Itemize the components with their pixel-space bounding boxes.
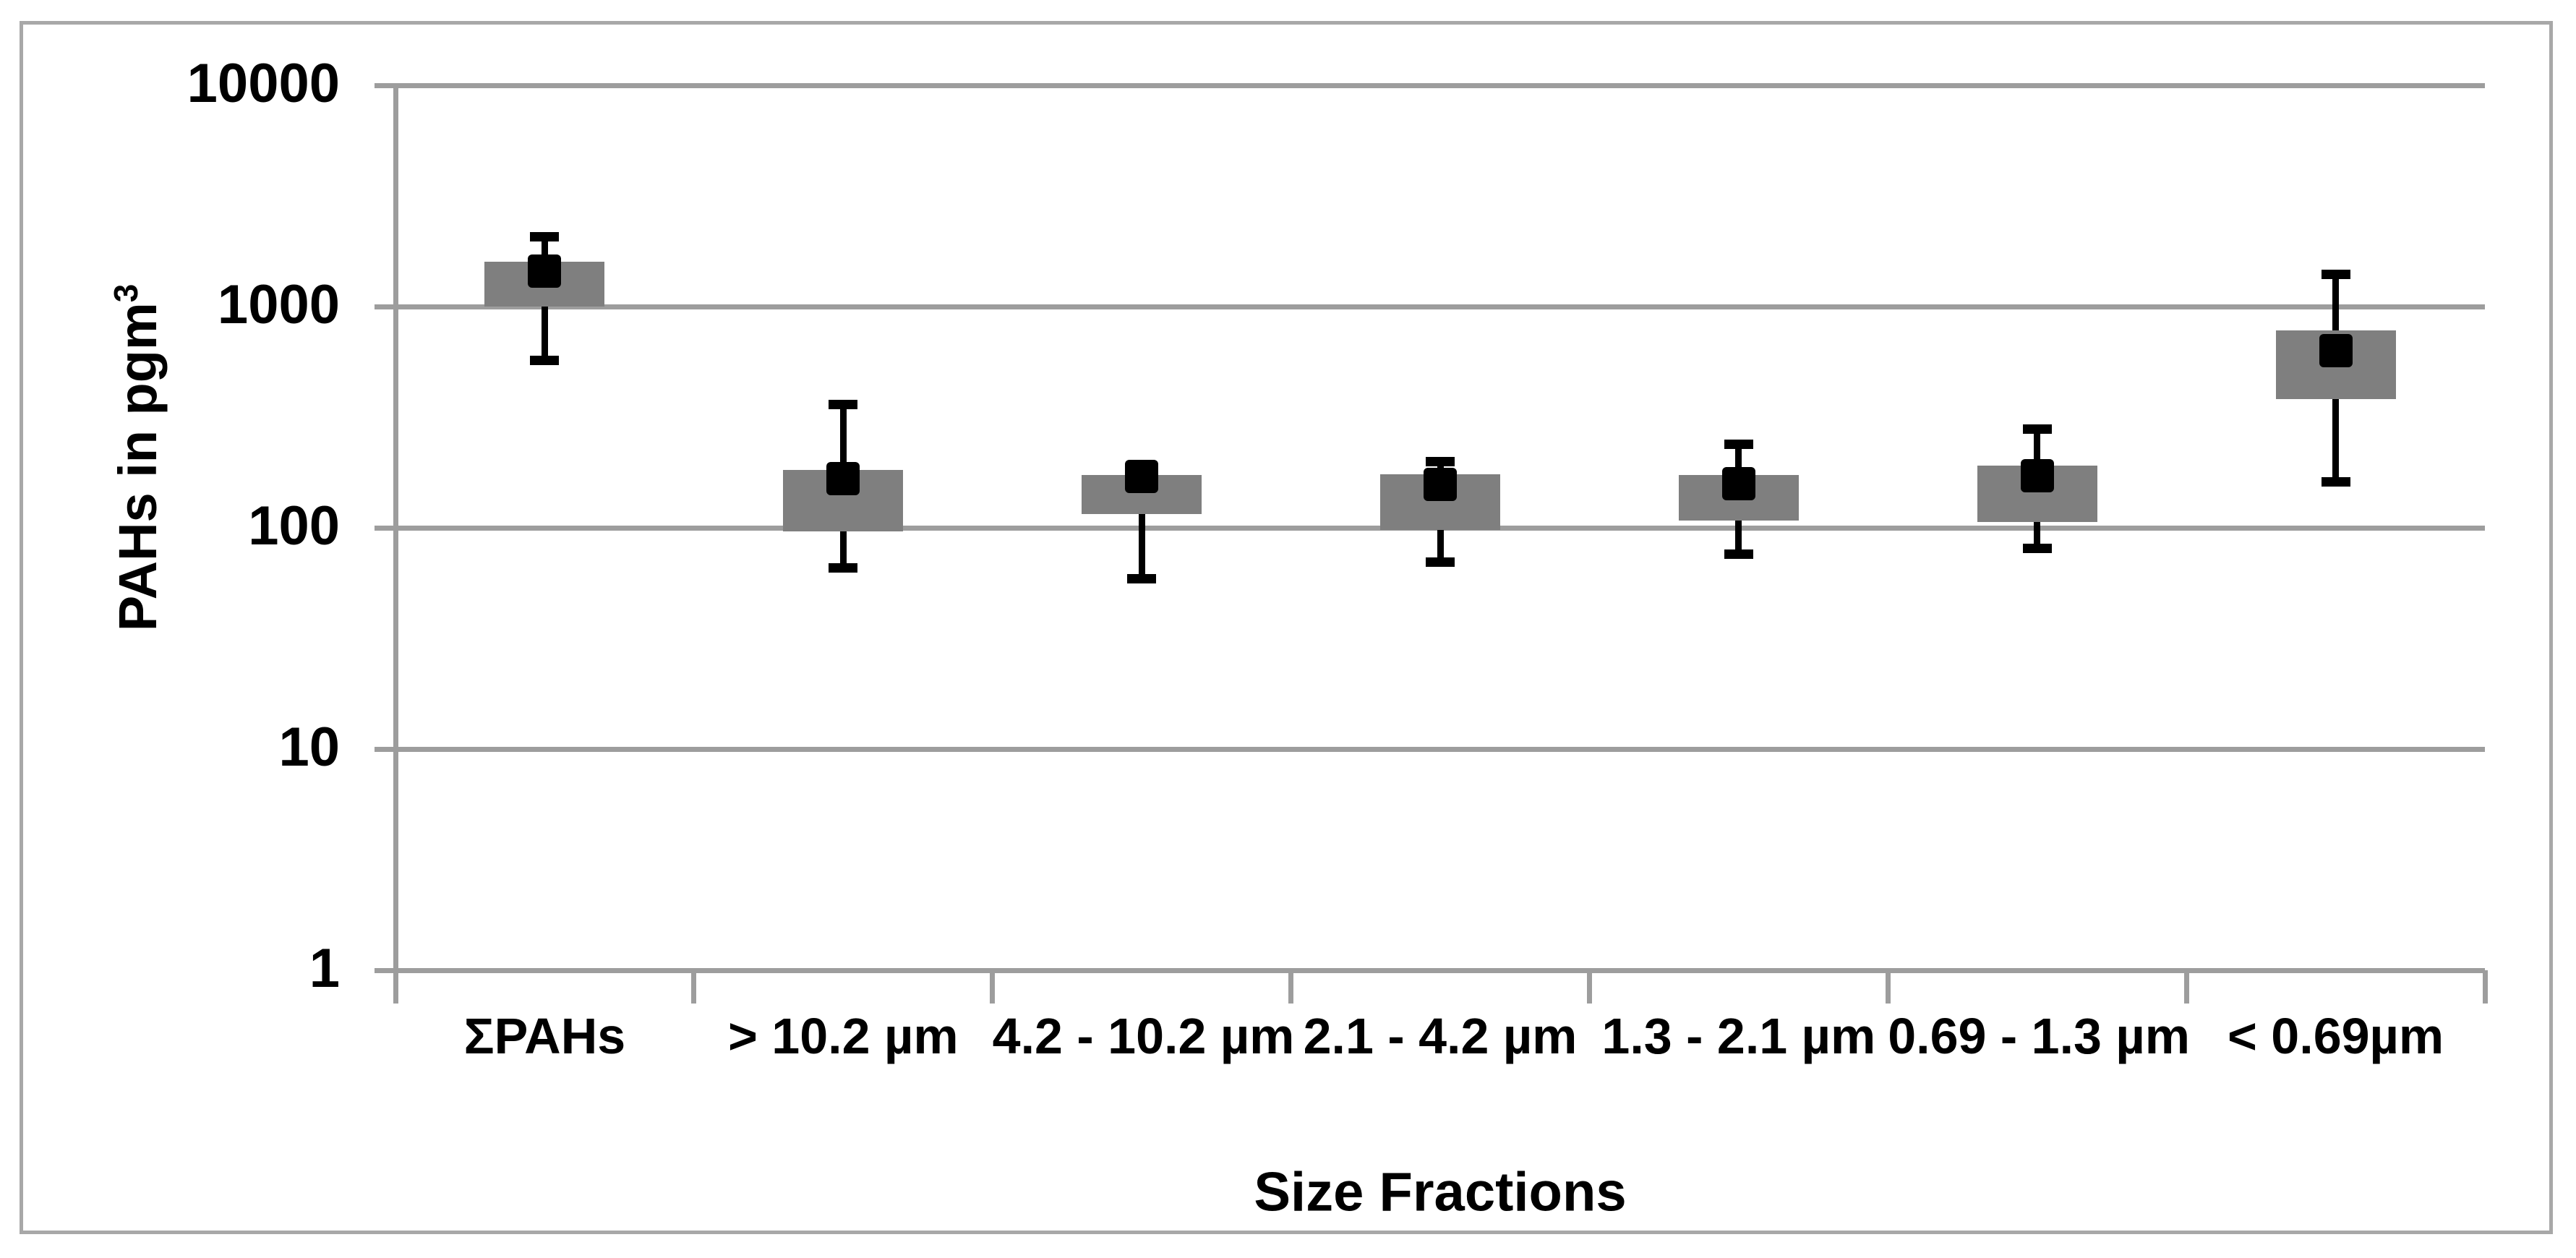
- y-tick-label: 100: [248, 495, 340, 557]
- whisker-stem-high: [1735, 444, 1742, 484]
- y-axis-title: PAHs in pgm3: [106, 284, 168, 632]
- x-axis-tick: [990, 970, 996, 1004]
- whisker-cap-low: [2321, 477, 2350, 487]
- x-axis-title: Size Fractions: [1254, 1161, 1627, 1223]
- marker: [528, 254, 562, 288]
- whisker-stem-low: [1735, 520, 1742, 555]
- whisker-cap-low: [1724, 549, 1753, 559]
- x-axis-tick: [393, 970, 398, 1004]
- x-category-label: 0.69 - 1.3 µm: [1888, 1008, 2190, 1064]
- y-axis-title-superscript: 3: [107, 283, 145, 303]
- x-category-label: 1.3 - 2.1 µm: [1601, 1008, 1876, 1064]
- x-category-label: < 0.69µm: [2227, 1008, 2444, 1064]
- whisker-stem-high: [2332, 274, 2340, 351]
- gridline: [375, 746, 2485, 752]
- x-category-label: > 10.2 µm: [727, 1008, 959, 1064]
- whisker-cap-low: [1127, 573, 1157, 583]
- whisker-stem-low: [2034, 522, 2041, 548]
- gridline: [375, 304, 2485, 309]
- y-tick-label: 1000: [217, 274, 340, 335]
- whisker-stem-low: [2332, 398, 2340, 482]
- marker: [1721, 467, 1755, 501]
- marker: [1424, 468, 1457, 502]
- marker: [1125, 460, 1159, 494]
- whisker-stem-low: [1437, 529, 1444, 562]
- y-tick-label: 10000: [187, 53, 340, 114]
- x-axis-tick: [2183, 970, 2189, 1004]
- marker: [826, 461, 860, 495]
- figure-border: [20, 21, 2553, 1234]
- gridline: [375, 967, 2485, 973]
- x-axis-tick: [691, 970, 697, 1004]
- whisker-stem-high: [541, 236, 548, 271]
- x-axis-tick: [2482, 970, 2488, 1004]
- whisker-cap-low: [829, 562, 858, 573]
- whisker-stem-high: [839, 404, 847, 479]
- whisker-stem-high: [2034, 429, 2041, 476]
- y-tick-label: 1: [309, 938, 340, 999]
- gridline: [375, 82, 2485, 88]
- marker: [2020, 458, 2054, 492]
- whisker-stem-low: [541, 307, 548, 361]
- x-category-label: ΣPAHs: [463, 1008, 626, 1064]
- marker: [2319, 333, 2353, 367]
- x-category-label: 4.2 - 10.2 µm: [992, 1008, 1295, 1064]
- x-axis-tick: [1288, 970, 1294, 1004]
- y-axis-title-text: PAHs in pgm: [107, 302, 168, 632]
- whisker-cap-low: [2022, 543, 2052, 553]
- y-axis-line: [393, 85, 398, 1004]
- whisker-stem-low: [839, 531, 847, 568]
- whisker-cap-low: [530, 356, 560, 366]
- y-tick-label: 10: [278, 716, 340, 778]
- whisker-stem-low: [1138, 514, 1145, 579]
- x-axis-tick: [1885, 970, 1891, 1004]
- whisker-cap-low: [1426, 557, 1455, 567]
- x-axis-tick: [1586, 970, 1592, 1004]
- x-category-label: 2.1 - 4.2 µm: [1303, 1008, 1578, 1064]
